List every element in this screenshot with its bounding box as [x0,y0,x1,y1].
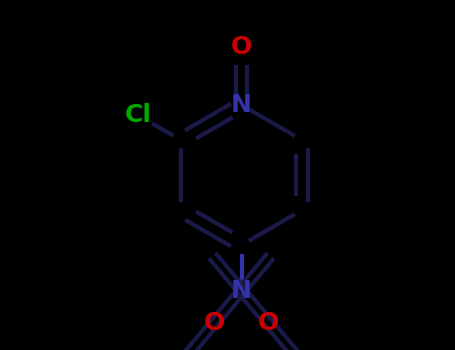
Text: Cl: Cl [125,104,152,127]
Text: N: N [231,93,252,117]
Text: N: N [231,279,252,302]
Text: O: O [204,311,225,335]
Text: O: O [231,35,252,59]
Text: O: O [258,311,279,335]
